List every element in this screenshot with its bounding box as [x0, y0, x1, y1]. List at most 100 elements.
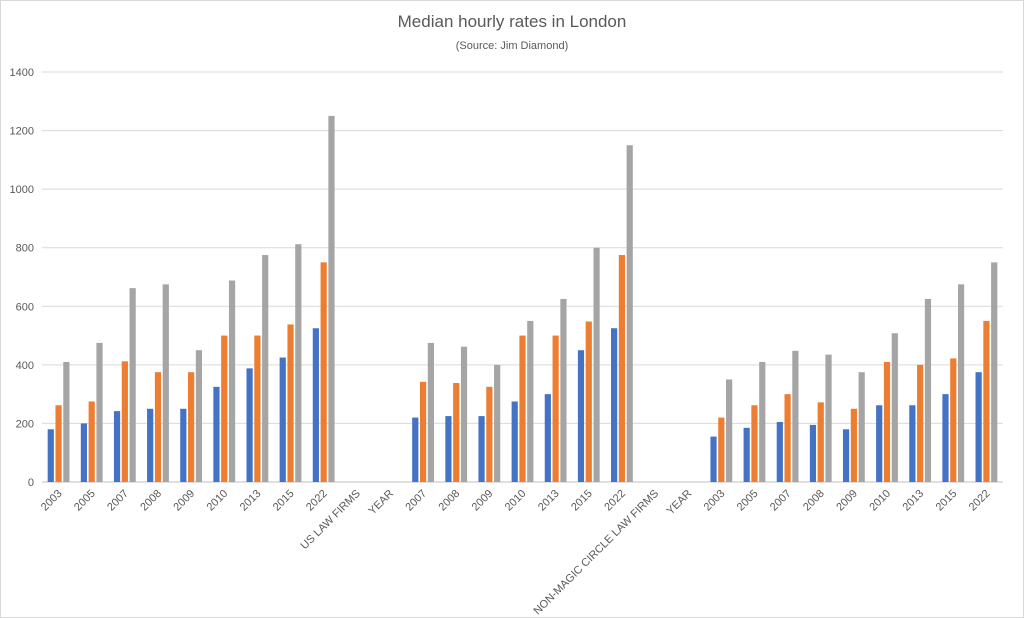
bar — [585, 321, 592, 482]
bar — [213, 386, 220, 482]
x-tick-label: 2009 — [834, 488, 860, 514]
bar — [478, 416, 485, 482]
bar — [858, 372, 865, 482]
y-tick-label: 1200 — [10, 126, 34, 138]
bar — [188, 372, 195, 482]
bar — [726, 379, 733, 482]
bar — [279, 357, 286, 482]
bar — [254, 335, 261, 482]
bar — [162, 284, 169, 482]
x-tick-label: 2015 — [934, 488, 960, 514]
bar — [221, 335, 228, 482]
x-tick-label: 2022 — [304, 488, 330, 514]
bar — [825, 354, 832, 482]
bar — [792, 350, 799, 482]
x-tick-label: 2003 — [702, 488, 728, 514]
bar — [917, 364, 924, 482]
bar — [419, 381, 427, 482]
bars — [47, 115, 998, 482]
x-tick-label: 2009 — [470, 488, 496, 514]
x-tick-label: 2007 — [105, 488, 131, 514]
y-axis: 0 200 400 600 800 1000 1200 1400 — [10, 67, 34, 489]
bar — [544, 394, 551, 482]
y-tick-label: 1000 — [10, 184, 34, 196]
bar — [784, 394, 791, 482]
bar — [453, 383, 460, 482]
x-tick-label: 2003 — [39, 488, 65, 514]
x-tick-label: 2007 — [403, 488, 429, 514]
bar — [876, 405, 883, 482]
bar — [96, 342, 103, 482]
bar — [842, 429, 850, 482]
bar — [552, 335, 559, 482]
bar — [47, 429, 54, 482]
bar — [577, 350, 585, 482]
bar — [759, 361, 766, 482]
bar — [312, 328, 319, 482]
x-tick-label: 2022 — [967, 488, 993, 514]
bar — [809, 424, 817, 482]
bar — [328, 115, 335, 482]
bar — [776, 421, 783, 482]
bar — [924, 298, 932, 482]
bar — [412, 417, 419, 482]
x-tick-label: NON-MAGIC CIRCLE LAW FIRMS — [532, 488, 662, 618]
bar — [817, 402, 824, 482]
chart-title: Median hourly rates in London — [397, 12, 627, 31]
bar — [891, 333, 898, 482]
x-tick-label: 2013 — [536, 488, 562, 514]
bar — [611, 328, 618, 482]
bar — [262, 255, 269, 482]
chart-subtitle: (Source: Jim Diamond) — [455, 40, 569, 52]
bar — [88, 401, 95, 482]
x-tick-label: 2008 — [801, 488, 827, 514]
bar — [909, 405, 916, 482]
bar — [950, 358, 957, 482]
x-tick-label: 2005 — [735, 488, 761, 514]
bar — [246, 368, 253, 482]
x-tick-label: 2015 — [569, 488, 595, 514]
bar — [147, 408, 154, 482]
x-tick-label: 2009 — [171, 488, 197, 514]
bar — [751, 405, 758, 482]
x-tick-label: 2013 — [238, 488, 264, 514]
x-tick-label: 2007 — [768, 488, 794, 514]
x-tick-label: 2015 — [271, 488, 297, 514]
bar — [80, 423, 88, 482]
bar — [121, 361, 128, 482]
bar — [618, 255, 626, 482]
bar — [494, 364, 501, 482]
bar — [228, 280, 236, 482]
x-tick-label: 2022 — [602, 488, 628, 514]
bar — [195, 350, 203, 482]
bar — [743, 427, 750, 482]
x-tick-label: 2008 — [437, 488, 463, 514]
y-tick-label: 0 — [28, 477, 34, 489]
bar — [942, 394, 949, 482]
bar — [180, 408, 187, 482]
bar — [445, 416, 452, 482]
x-tick-label: 2010 — [205, 488, 231, 514]
bar — [113, 411, 121, 482]
bar — [850, 408, 857, 482]
bar — [154, 372, 162, 482]
bar — [560, 298, 567, 482]
bar — [287, 324, 294, 482]
bar — [519, 335, 526, 482]
x-tick-label: 2008 — [138, 488, 164, 514]
bar — [63, 361, 70, 482]
y-tick-label: 600 — [16, 301, 34, 313]
bar — [710, 436, 717, 482]
bar — [883, 361, 891, 482]
bar — [55, 405, 62, 482]
bar — [320, 262, 327, 482]
x-tick-label: 2005 — [72, 488, 98, 514]
y-tick-label: 200 — [16, 418, 34, 430]
x-tick-label: 2013 — [900, 488, 926, 514]
bar — [295, 244, 302, 482]
y-tick-label: 400 — [16, 360, 34, 372]
bar — [593, 247, 600, 482]
x-tick-label: YEAR — [665, 488, 695, 518]
